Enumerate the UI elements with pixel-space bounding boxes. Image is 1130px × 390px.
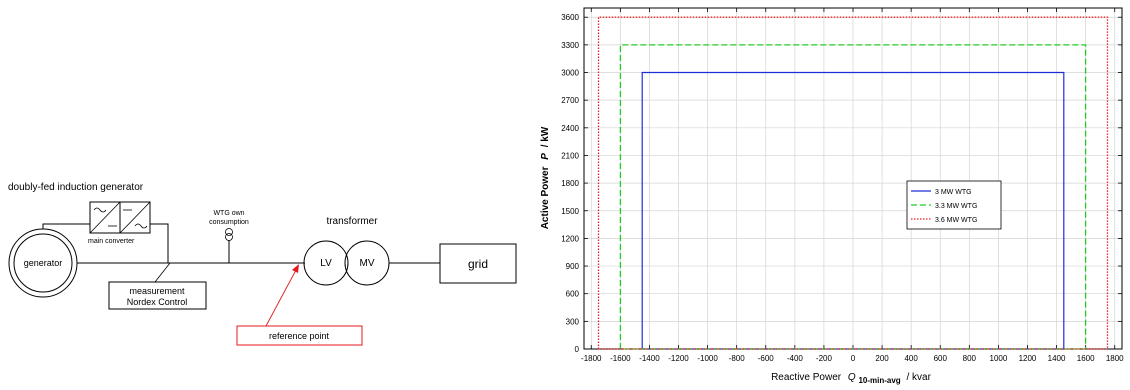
nordex-control-label: Nordex Control <box>127 297 188 307</box>
generator-label: generator <box>24 258 63 268</box>
reference-point-box <box>236 325 363 346</box>
x-axis-label-subscript: 10-min-avg <box>858 376 900 385</box>
measurement-label: measurement <box>129 286 185 296</box>
aux-transformer-upper-icon <box>225 228 233 236</box>
x-tick-label: -1800 <box>581 354 602 363</box>
converter-right-lead <box>149 218 169 263</box>
series-line-3 <box>597 16 1109 350</box>
x-tick-label: 600 <box>934 354 948 363</box>
measurement-box <box>108 281 207 310</box>
dfig-title: doubly-fed induction generator <box>8 182 144 193</box>
y-tick-label: 600 <box>566 290 580 299</box>
measurement-pointer-line <box>154 262 171 283</box>
x-tick-label: 400 <box>904 354 918 363</box>
x-tick-label: -600 <box>758 354 775 363</box>
x-tick-label: -1600 <box>610 354 631 363</box>
single-line-diagram: doubly-fed induction generator generator… <box>8 182 517 346</box>
x-tick-label: 1400 <box>1048 354 1066 363</box>
x-tick-label: -1400 <box>639 354 660 363</box>
transformer-lv-winding <box>303 240 349 286</box>
pq-capability-chart: -1800 -1600 -1400 -1200 -1000 -800 -600 -400 -20… <box>540 7 1124 385</box>
y-tick-label: 2100 <box>561 151 579 160</box>
y-tick-label: 3600 <box>561 13 579 22</box>
converter-inverter-diagonal <box>119 201 151 234</box>
converter-inverter-box <box>119 201 151 234</box>
y-tick-label: 2400 <box>561 124 579 133</box>
grid-label: grid <box>468 257 488 271</box>
x-axis-label: Reactive Power Q 10-min-avg / kvar <box>771 372 932 385</box>
main-converter-label: main converter <box>88 238 135 245</box>
y-axis-label: Active Power P / kW <box>540 126 551 229</box>
ac-wave-icon <box>93 207 107 213</box>
reference-point-label: reference point <box>269 331 330 341</box>
lv-label: LV <box>320 258 332 269</box>
transformer-label: transformer <box>326 216 378 227</box>
x-tick-label: 1200 <box>1019 354 1037 363</box>
legend: 3 MW WTG 3.3 MW WTG 3.6 MW WTG <box>906 180 1002 230</box>
y-axis-label-prefix: Active Power <box>540 166 551 229</box>
y-tick-label: 2700 <box>561 96 579 105</box>
y-tick-label: 900 <box>566 262 580 271</box>
legend-label-1: 3 MW WTG <box>935 189 972 196</box>
y-axis-label-unit: / kW <box>540 126 551 147</box>
x-tick-label: -400 <box>787 354 804 363</box>
converter-rectifier-diagonal <box>89 201 121 234</box>
grid-layer <box>584 8 1122 350</box>
series-line-2 <box>619 44 1087 350</box>
x-tick-label: -1200 <box>668 354 689 363</box>
y-tick-label: 1800 <box>561 179 579 188</box>
consumption-label: consumption <box>209 219 249 226</box>
x-tick-label: 0 <box>851 354 856 363</box>
x-axis-label-prefix: Reactive Power <box>771 372 842 383</box>
reference-pointer-line <box>265 269 297 327</box>
y-tick-label: 0 <box>575 345 580 354</box>
y-axis-label-symbol: P <box>540 153 551 160</box>
ticks-layer: -1800 -1600 -1400 -1200 -1000 -800 -600 -400 -20… <box>561 8 1124 363</box>
x-tick-label: 1000 <box>990 354 1008 363</box>
x-axis-label-symbol: Q <box>848 372 856 383</box>
aux-transformer-lower-icon <box>225 233 233 241</box>
y-tick-label: 3000 <box>561 69 579 78</box>
x-tick-label: 800 <box>963 354 977 363</box>
y-tick-label: 300 <box>566 317 580 326</box>
x-tick-label: -1000 <box>697 354 718 363</box>
series-layer <box>597 16 1109 350</box>
legend-label-3: 3.6 MW WTG <box>935 217 977 224</box>
x-tick-label: 200 <box>875 354 889 363</box>
ac-wave-icon <box>134 223 148 229</box>
x-tick-label: -200 <box>816 354 833 363</box>
legend-label-2: 3.3 MW WTG <box>935 203 977 210</box>
y-tick-label: 3300 <box>561 41 579 50</box>
y-tick-label: 1500 <box>561 207 579 216</box>
converter-left-lead <box>42 218 91 229</box>
x-tick-label: -800 <box>729 354 746 363</box>
x-tick-label: 1800 <box>1106 354 1124 363</box>
x-axis-label-unit: / kvar <box>906 372 931 383</box>
wtg-own-label: WTG own <box>213 210 244 217</box>
reference-arrow-icon <box>292 264 299 273</box>
x-tick-label: 1600 <box>1077 354 1095 363</box>
grid-box <box>439 243 517 284</box>
generator-inner-circle <box>13 233 73 293</box>
y-tick-label: 1200 <box>561 234 579 243</box>
mv-label: MV <box>360 258 375 269</box>
